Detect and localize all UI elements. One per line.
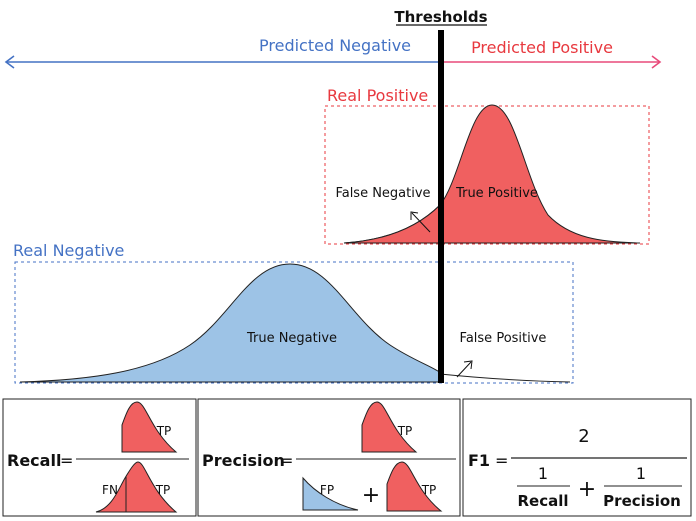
precision-fp-glyph — [302, 476, 359, 511]
precision-den-fp: FP — [320, 483, 334, 497]
predicted-negative-label: Predicted Negative — [259, 36, 411, 55]
thresholds-label: Thresholds — [394, 8, 487, 26]
recall-label: Recall — [7, 451, 61, 470]
f1-plus: + — [578, 477, 596, 502]
precision-label: Precision — [202, 451, 285, 470]
precision-num-tp: TP — [397, 424, 413, 438]
false-negative-pointer — [410, 211, 431, 233]
true-negative-label: True Negative — [246, 331, 337, 346]
precision-plus: + — [362, 483, 380, 508]
false-positive-tail — [439, 373, 571, 383]
f1-one-b: 1 — [636, 464, 646, 483]
positive-curve — [343, 104, 641, 244]
f1-recall: Recall — [517, 492, 568, 510]
negative-curve — [19, 263, 443, 383]
f1-precision: Precision — [603, 492, 681, 510]
real-positive-title: Real Positive — [327, 86, 428, 105]
false-positive-pointer — [456, 360, 473, 378]
recall-formula-box — [2, 398, 197, 517]
recall-fn-tp-glyph — [95, 461, 178, 513]
recall-equals: = — [60, 451, 73, 470]
real-negative-title: Real Negative — [13, 241, 124, 260]
false-negative-area — [343, 203, 441, 244]
recall-tp-glyph — [121, 401, 178, 453]
predicted-positive-label: Predicted Positive — [471, 38, 613, 57]
f1-one-a: 1 — [538, 464, 548, 483]
false-negative-label: False Negative — [335, 186, 430, 201]
real-negative-box — [14, 261, 574, 384]
f1-numerator: 2 — [578, 426, 589, 447]
precision-tp-glyph — [361, 401, 418, 453]
true-positive-label: True Positive — [455, 186, 538, 201]
predicted-positive-arrow — [440, 55, 662, 69]
f1-label: F1 — [468, 451, 490, 470]
false-positive-label: False Positive — [460, 331, 547, 346]
precision-equals: = — [280, 451, 293, 470]
precision-den-tp-glyph — [386, 461, 443, 512]
recall-den-tp: TP — [155, 483, 171, 497]
predicted-negative-arrow — [4, 55, 440, 69]
f1-equals: = — [495, 451, 508, 470]
recall-num-tp: TP — [156, 424, 172, 438]
precision-den-tp: TP — [421, 483, 437, 497]
recall-den-fn: FN — [102, 483, 118, 497]
